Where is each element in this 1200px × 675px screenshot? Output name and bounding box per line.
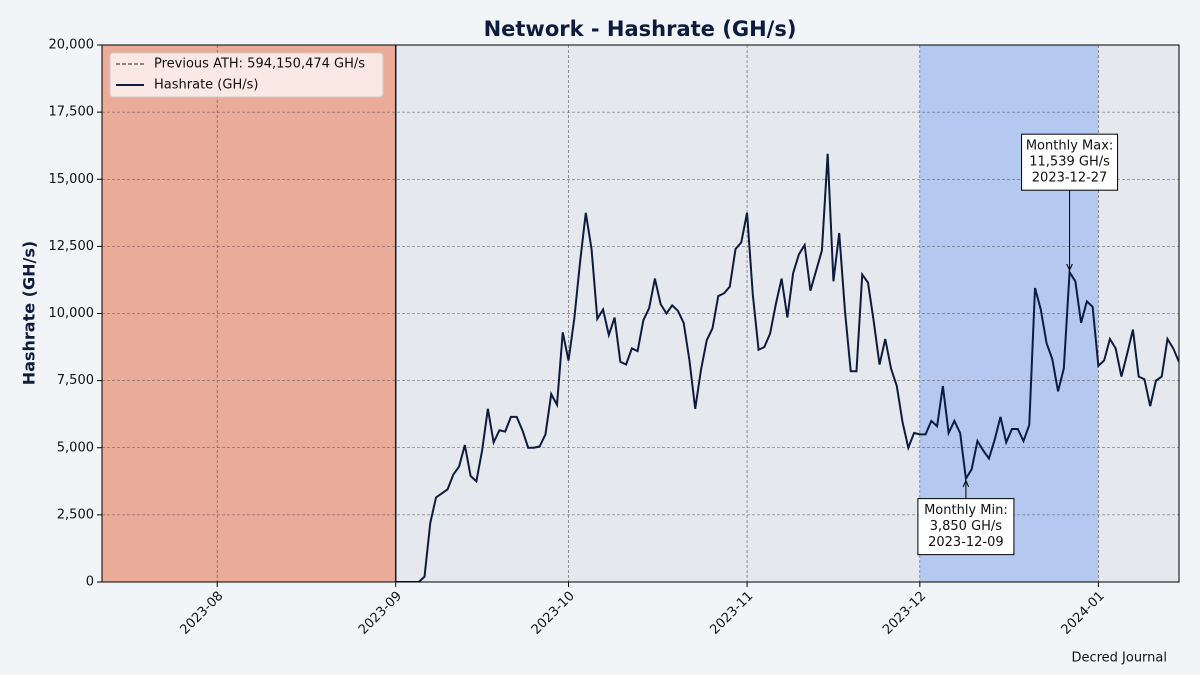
y-tick-label: 0 (86, 575, 94, 590)
y-axis-label: Hashrate (GH/s) (20, 241, 39, 385)
y-tick-label: 20,000 (49, 38, 95, 53)
x-tick-label: 2023-08 (177, 589, 226, 638)
data-line (395, 153, 1179, 582)
y-tick-label: 5,000 (57, 440, 94, 455)
annotation-text: 11,539 GH/s (1029, 155, 1110, 170)
y-tick-label: 7,500 (57, 373, 94, 388)
footer: Decred Journal (1071, 651, 1167, 666)
y-tick-label: 10,000 (49, 306, 95, 321)
annotation-text: 3,850 GH/s (930, 519, 1003, 534)
annotation-text: 2023-12-09 (928, 535, 1004, 550)
x-tick-label: 2023-10 (529, 589, 578, 638)
legend-label: Hashrate (GH/s) (154, 78, 258, 93)
annotation-text: 2023-12-27 (1032, 171, 1108, 186)
y-tick-label: 12,500 (49, 239, 95, 254)
annotation-text: Monthly Min: (924, 503, 1008, 518)
chart-title: Network - Hashrate (GH/s) (484, 17, 797, 41)
plot-frame (101, 44, 1180, 583)
x-tick-label: 2024-01 (1059, 589, 1108, 638)
legend: Previous ATH: 594,150,474 GH/s Hashrate (… (109, 52, 384, 98)
annotation-box (1021, 133, 1119, 191)
y-tick-label: 2,500 (57, 507, 94, 522)
legend-label: Previous ATH: 594,150,474 GH/s (154, 57, 365, 72)
x-tick-label: 2023-11 (707, 589, 756, 638)
plot-layer (102, 45, 1179, 582)
x-tick-label: 2023-09 (356, 589, 405, 638)
y-tick-label: 15,000 (49, 172, 95, 187)
x-tick-label: 2023-12 (880, 589, 929, 638)
legend-box (109, 52, 384, 98)
y-tick-label: 17,500 (49, 105, 95, 120)
annotation-text: Monthly Max: (1026, 139, 1113, 154)
